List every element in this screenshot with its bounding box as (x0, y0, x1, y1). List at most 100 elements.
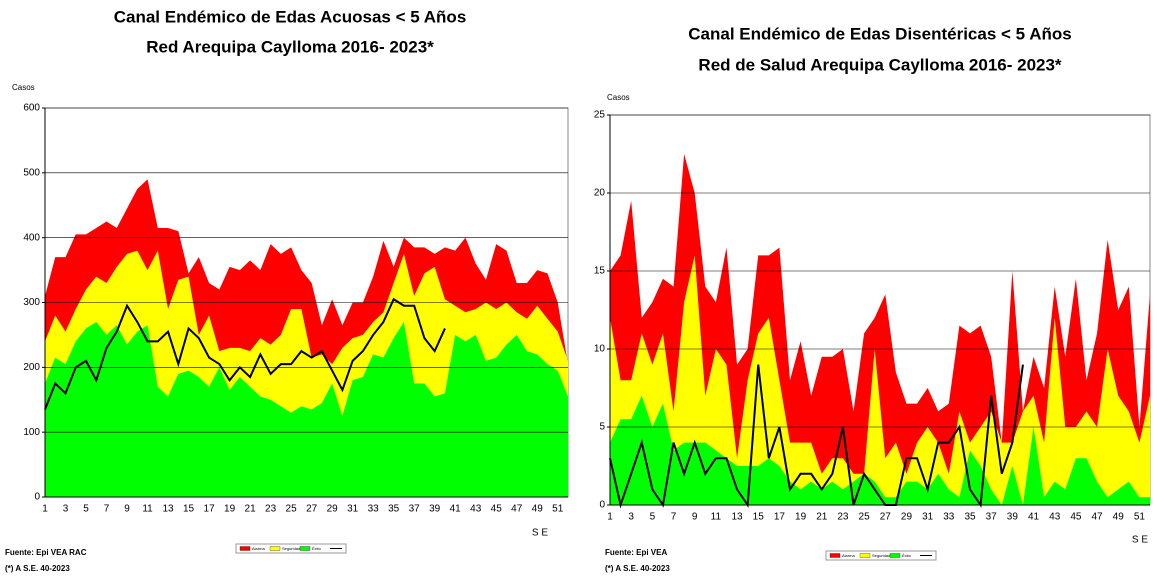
chart-subtitle: Red de Salud Arequipa Caylloma 2016- 202… (698, 55, 1062, 74)
x-tick-label: 43 (470, 504, 482, 515)
x-tick-label: 11 (711, 512, 722, 523)
x-tick-label: 1 (607, 512, 613, 523)
legend-label: Seguridad (282, 546, 300, 551)
x-tick-label: 45 (1070, 512, 1082, 523)
x-tick-label: 15 (183, 504, 195, 515)
y-tick-label: 400 (23, 232, 40, 243)
x-tick-label: 29 (901, 512, 913, 523)
x-tick-label: 35 (964, 512, 976, 523)
x-tick-label: 27 (306, 504, 318, 515)
x-tick-label: 3 (63, 504, 69, 515)
legend-swatch (239, 546, 251, 551)
x-tick-label: 1 (42, 504, 48, 515)
x-tick-label: 13 (162, 504, 174, 515)
x-tick-label: 37 (986, 512, 998, 523)
y-tick-label: 25 (594, 110, 606, 121)
x-tick-label: 17 (204, 504, 216, 515)
x-tick-label: 3 (628, 512, 634, 523)
x-tick-label: 33 (943, 512, 955, 523)
legend-label: Éxito (902, 553, 912, 558)
x-tick-label: 21 (816, 512, 828, 523)
x-tick-label: 41 (450, 504, 462, 515)
x-tick-label: 25 (859, 512, 871, 523)
x-tick-label: 7 (671, 512, 677, 523)
x-tick-label: 23 (265, 504, 277, 515)
y-tick-label: 10 (594, 344, 606, 355)
x-tick-label: 45 (491, 504, 503, 515)
x-tick-label: 39 (429, 504, 441, 515)
x-tick-label: 37 (409, 504, 421, 515)
legend: Alarma Seguridad Éxito (235, 543, 347, 554)
x-tick-label: 49 (532, 504, 544, 515)
area-band (45, 321, 568, 497)
x-tick-label: 7 (104, 504, 110, 515)
legend: Alarma Seguridad Éxito (825, 550, 937, 561)
chart-subtitle: Red Arequipa Caylloma 2016- 2023* (146, 37, 434, 56)
legend-swatch (269, 546, 281, 551)
x-tick-label: 49 (1113, 512, 1125, 523)
legend-swatch (859, 553, 871, 558)
y-tick-label: 600 (23, 103, 40, 114)
legend-box (825, 550, 937, 561)
y-tick-label: 100 (23, 427, 40, 438)
x-tick-label: 47 (1091, 512, 1103, 523)
legend-swatch (889, 553, 901, 558)
x-tick-label: 39 (1007, 512, 1019, 523)
source-note: Fuente: Epi VEA RAC (5, 548, 87, 557)
x-axis-label: S E (1132, 535, 1148, 546)
area-band (610, 255, 1150, 505)
legend-label: Alarma (252, 546, 265, 551)
x-tick-label: 25 (286, 504, 298, 515)
line-2023 (609, 364, 1024, 509)
x-tick-label: 19 (795, 512, 807, 523)
legend-label: Alarma (842, 553, 855, 558)
x-tick-label: 51 (1134, 512, 1146, 523)
x-tick-label: 11 (142, 504, 153, 515)
x-tick-label: 31 (922, 512, 934, 523)
y-tick-label: 300 (23, 297, 40, 308)
y-tick-label: 5 (599, 422, 605, 433)
x-tick-label: 35 (388, 504, 400, 515)
legend-box (235, 543, 347, 554)
x-tick-label: 43 (1049, 512, 1061, 523)
x-tick-label: 41 (1028, 512, 1040, 523)
y-tick-label: 0 (34, 492, 40, 503)
x-tick-label: 13 (731, 512, 743, 523)
area-band (610, 395, 1150, 505)
x-tick-label: 47 (511, 504, 523, 515)
x-tick-label: 51 (552, 504, 564, 515)
legend-label: Seguridad (872, 553, 890, 558)
x-tick-label: 9 (124, 504, 130, 515)
x-tick-label: 15 (753, 512, 765, 523)
y-tick-label: 0 (599, 500, 605, 511)
y-tick-label: 200 (23, 362, 40, 373)
line-2023 (44, 297, 446, 410)
x-tick-label: 31 (347, 504, 359, 515)
y-axis-label: Casos (12, 83, 35, 92)
source-note: (*) A S.E. 40-2023 (605, 564, 670, 573)
x-tick-label: 23 (837, 512, 849, 523)
x-tick-label: 29 (327, 504, 339, 515)
x-axis-label: S E (532, 528, 548, 539)
chart-title: Canal Endémico de Edas Acuosas < 5 Años (114, 7, 467, 26)
y-tick-label: 500 (23, 167, 40, 178)
x-tick-label: 21 (245, 504, 257, 515)
x-tick-label: 19 (224, 504, 236, 515)
x-tick-label: 5 (83, 504, 89, 515)
x-tick-label: 33 (368, 504, 380, 515)
x-tick-label: 9 (692, 512, 698, 523)
source-note: Fuente: Epi VEA (605, 548, 667, 557)
x-tick-label: 27 (880, 512, 892, 523)
source-note: (*) A S.E. 40-2023 (5, 564, 70, 573)
legend-label: Éxito (312, 546, 322, 551)
x-tick-label: 5 (650, 512, 656, 523)
x-tick-label: 17 (774, 512, 786, 523)
y-tick-label: 20 (594, 188, 606, 199)
y-tick-label: 15 (594, 266, 606, 277)
legend-swatch (299, 546, 311, 551)
legend-swatch (829, 553, 841, 558)
y-axis-label: Casos (607, 93, 630, 102)
chart-title: Canal Endémico de Edas Disentéricas < 5 … (688, 24, 1071, 43)
